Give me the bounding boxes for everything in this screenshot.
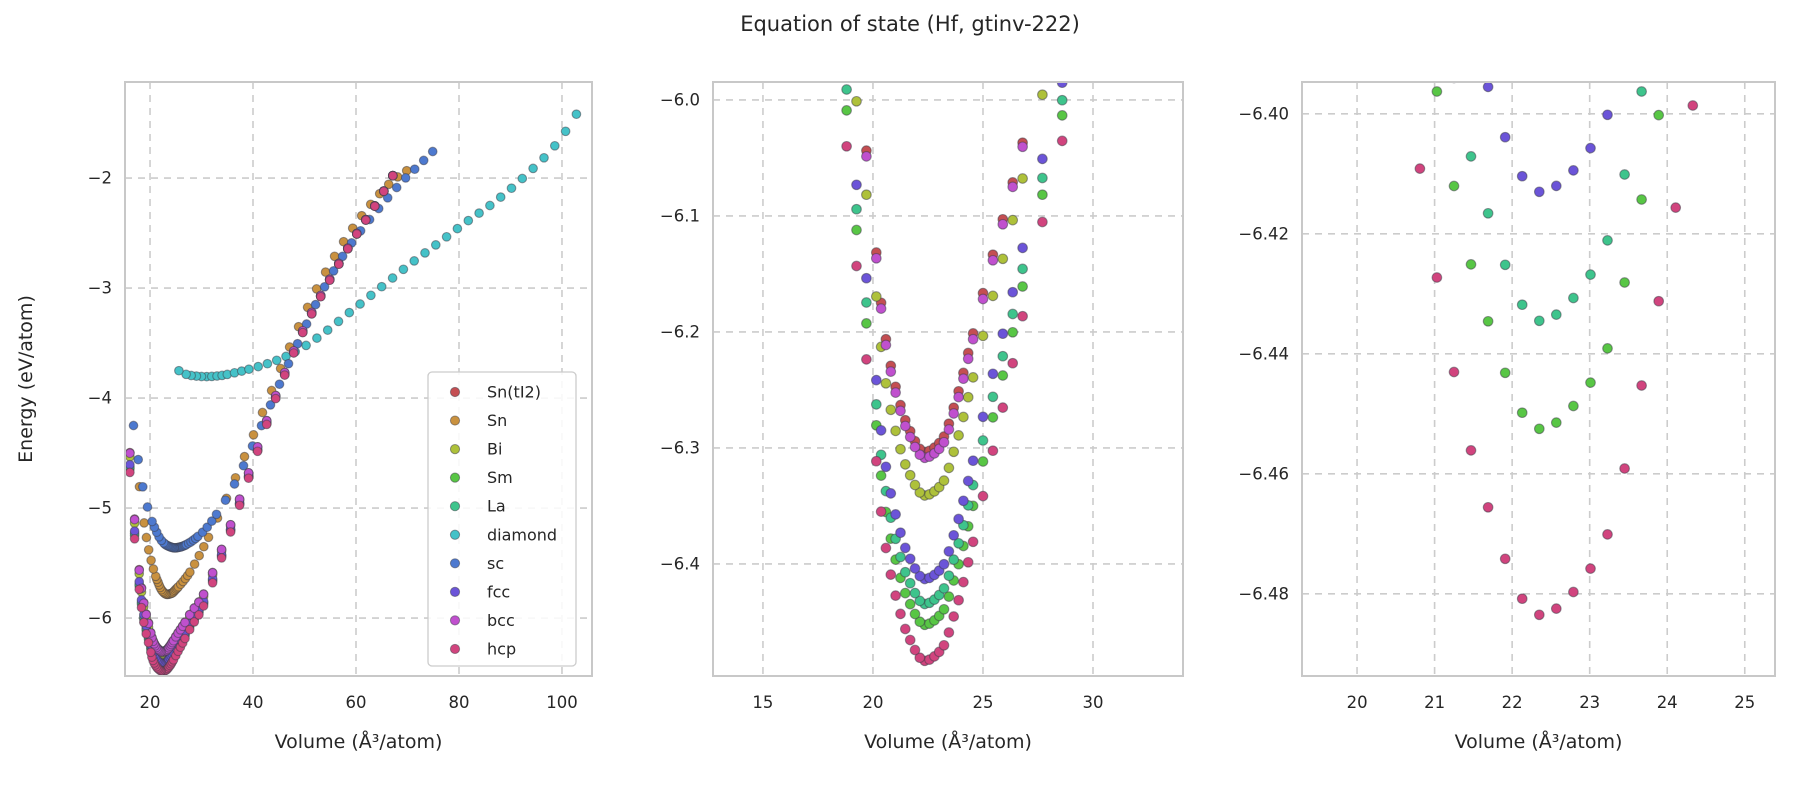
legend-item-bcc: bcc — [449, 611, 515, 630]
plot-area — [1302, 82, 1775, 676]
x-tick-label: 20 — [1347, 693, 1368, 712]
legend-item-la: La — [449, 497, 506, 516]
series-la — [1450, 82, 1647, 327]
subplot-zoom-mid: 15 20 25 30 −6.0 −6.1 −6.2 −6.3 −6.4 Volume (Å³/a… — [660, 81, 1184, 753]
legend-item-hcp: hcp — [449, 639, 516, 658]
series-la — [841, 84, 1068, 610]
x-tick-label: 40 — [243, 693, 264, 712]
legend-item-bi: Bi — [449, 440, 502, 459]
gridlines — [713, 82, 1183, 676]
legend-item-diamond: diamond — [449, 525, 557, 544]
legend-label: Bi — [487, 440, 502, 459]
series-sm — [1431, 86, 1665, 435]
x-tick-label: 21 — [1424, 693, 1445, 712]
y-tick-label: −3 — [88, 279, 112, 298]
legend-label: La — [487, 497, 506, 516]
legend-item-sn-ti2: Sn(tI2) — [449, 383, 541, 402]
legend-marker — [449, 386, 461, 398]
legend-marker — [449, 415, 461, 426]
gridlines — [1302, 82, 1775, 676]
legend-marker — [449, 643, 461, 655]
y-tick-label: −2 — [88, 169, 112, 188]
x-tick-label: 22 — [1502, 693, 1523, 712]
legend-label: fcc — [487, 582, 510, 601]
y-tick-label: −6.48 — [1238, 584, 1289, 603]
y-tick-label: −6.4 — [660, 555, 700, 574]
x-axis-label: Volume (Å³/atom) — [275, 730, 443, 753]
legend-label: Sm — [487, 468, 513, 487]
series-hcp — [1414, 100, 1699, 621]
legend: Sn(tI2) Sn Bi Sm La diamond sc fcc bcc hcp — [427, 371, 577, 667]
figure-title: Equation of state (Hf, gtinv-222) — [740, 12, 1080, 36]
x-axis-label: Volume (Å³/atom) — [864, 730, 1032, 753]
legend-marker — [449, 529, 461, 540]
x-tick-label: 23 — [1579, 693, 1600, 712]
series-fcc — [851, 82, 1068, 585]
legend-marker — [449, 615, 461, 626]
plot-border — [124, 81, 593, 677]
x-tick-label: 20 — [863, 693, 884, 712]
subplot-zoom-fine: 20 21 22 23 24 25 −6.40 −6.42 −6.44 −6.46 −6.48 Vol… — [1238, 81, 1776, 753]
legend-label: hcp — [487, 639, 516, 658]
legend-label: diamond — [487, 525, 557, 544]
plot-border — [712, 81, 1184, 677]
x-tick-label: 30 — [1083, 693, 1104, 712]
x-tick-label: 60 — [346, 693, 367, 712]
legend-marker — [449, 586, 461, 597]
legend-item-fcc: fcc — [449, 582, 510, 601]
y-tick-label: −4 — [88, 389, 112, 408]
legend-label: Sn — [487, 411, 507, 430]
x-tick-label: 20 — [140, 693, 161, 712]
series-diamond — [174, 109, 582, 382]
series-bcc — [861, 141, 1028, 464]
legend-item-sn: Sn — [449, 411, 507, 430]
series-bi — [851, 89, 1048, 501]
legend-label: Sn(tI2) — [487, 383, 541, 402]
x-tick-label: 24 — [1657, 693, 1678, 712]
series-hcp — [125, 170, 398, 676]
y-tick-label: −5 — [88, 499, 112, 518]
legend-marker — [449, 501, 461, 512]
y-tick-label: −6.44 — [1238, 344, 1289, 363]
y-tick-label: −6.3 — [660, 439, 700, 458]
legend-label: sc — [487, 554, 504, 573]
y-tick-label: −6.42 — [1238, 224, 1289, 243]
series-fcc — [1482, 82, 1613, 198]
tick-labels: 15 20 25 30 −6.0 −6.1 −6.2 −6.3 −6.4 — [660, 91, 1104, 713]
x-tick-label: 25 — [1734, 693, 1755, 712]
y-tick-label: −6.1 — [660, 207, 700, 226]
tick-labels: 20 40 60 80 100 −2 −3 −4 −5 −6 — [88, 169, 578, 713]
tick-labels: 20 21 22 23 24 25 −6.40 −6.42 −6.44 −6.46 −6.48 — [1238, 104, 1755, 712]
legend-marker — [449, 444, 461, 455]
y-tick-label: −6.40 — [1238, 104, 1289, 123]
series-sc — [128, 146, 438, 553]
series-hcp — [841, 135, 1068, 667]
y-tick-label: −6.46 — [1238, 464, 1289, 483]
legend-marker — [449, 472, 461, 483]
legend-marker — [449, 558, 461, 569]
legend-label: bcc — [487, 611, 515, 630]
y-tick-label: −6.0 — [660, 91, 700, 110]
y-tick-label: −6.2 — [660, 323, 700, 342]
subplot-overview: 20 40 60 80 100 −2 −3 −4 −5 −6 Volume (Å³/atom) Ene… — [15, 81, 593, 753]
y-axis-label: Energy (eV/atom) — [15, 295, 37, 463]
legend-item-sc: sc — [449, 554, 504, 573]
y-tick-label: −6 — [88, 609, 112, 628]
x-tick-label: 80 — [449, 693, 470, 712]
x-tick-label: 25 — [973, 693, 994, 712]
x-tick-label: 15 — [752, 693, 773, 712]
x-axis-label: Volume (Å³/atom) — [1455, 730, 1623, 753]
x-tick-label: 100 — [546, 693, 578, 712]
plot-border — [1301, 81, 1776, 677]
legend-item-sm: Sm — [449, 468, 513, 487]
legend-box — [427, 371, 577, 667]
